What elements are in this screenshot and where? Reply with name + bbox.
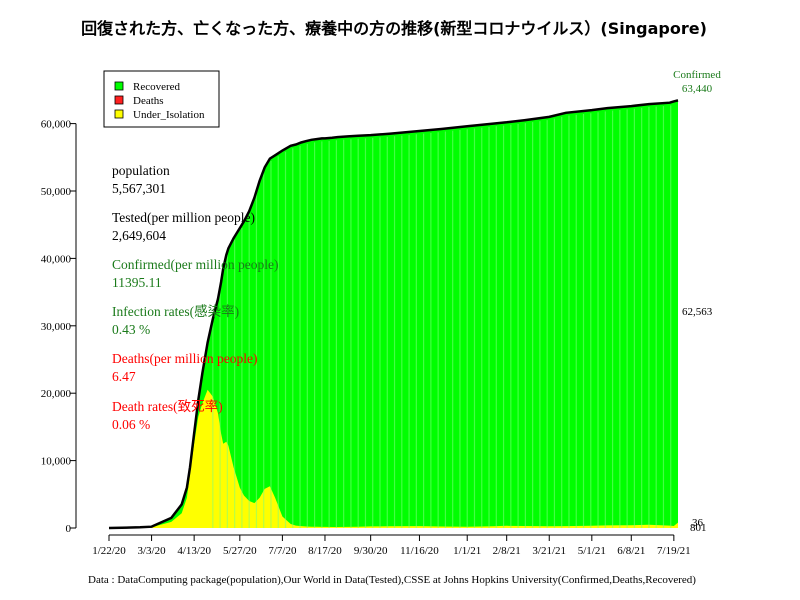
y-tick-label: 60,000 <box>41 119 72 131</box>
legend-swatch-deaths <box>114 95 124 105</box>
y-tick-label: 20,000 <box>41 388 72 400</box>
end-label-confirmed-header: Confirmed <box>673 69 721 81</box>
x-tick-label: 2/8/21 <box>493 545 521 557</box>
stat-label: Infection rates(感染率) <box>112 303 239 319</box>
stat-value: 5,567,301 <box>112 181 166 196</box>
stat-value: 6.47 <box>112 369 136 384</box>
bar-seams <box>212 105 672 528</box>
x-tick-label: 11/16/20 <box>400 545 439 557</box>
x-tick-label: 1/1/21 <box>453 545 481 557</box>
stats-panel: population 5,567,301 Tested(per million pe… <box>112 163 278 432</box>
stat-label: Confirmed(per million people) <box>112 257 278 272</box>
x-tick-label: 7/19/21 <box>657 545 691 557</box>
y-tick-label: 10,000 <box>41 456 72 468</box>
chart-footer-source: Data : DataComputing package(population)… <box>88 574 696 586</box>
x-tick-label: 5/1/21 <box>578 545 606 557</box>
x-tick-label: 3/21/21 <box>532 545 566 557</box>
x-tick-label: 3/3/20 <box>138 545 167 557</box>
y-tick-label: 0 <box>66 523 72 535</box>
stat-value: 2,649,604 <box>112 228 166 243</box>
chart-title: 回復された方、亡くなった方、療養中の方の推移(新型コロナウイルス）(Singap… <box>81 19 707 38</box>
y-tick-label: 40,000 <box>41 253 72 265</box>
x-tick-label: 9/30/20 <box>354 545 388 557</box>
stat-label: Tested(per million people) <box>112 210 255 225</box>
x-tick-label: 4/13/20 <box>177 545 211 557</box>
axes: 0 10,000 20,000 30,000 40,000 50,000 60,000 1/2… <box>41 119 691 557</box>
end-label-confirmed-value: 63,440 <box>682 83 713 95</box>
stat-label: Deaths(per million people) <box>112 351 257 366</box>
x-tick-label: 6/8/21 <box>617 545 645 557</box>
stat-label: Death rates(致死率) <box>112 398 223 414</box>
area-under-isolation <box>109 389 678 528</box>
legend-swatch-recovered <box>114 81 124 91</box>
end-label-deaths: 36 <box>692 517 704 529</box>
legend-label-under-isolation: Under_Isolation <box>133 109 205 121</box>
legend: Recovered Deaths Under_Isolation <box>103 70 220 128</box>
stat-value: 0.06 % <box>112 417 150 432</box>
y-tick-label: 30,000 <box>41 321 72 333</box>
end-label-recovered: 62,563 <box>682 306 713 318</box>
end-label-under-isolation: 801 <box>690 522 707 534</box>
plot-area <box>108 99 679 530</box>
x-tick-label: 7/7/20 <box>268 545 297 557</box>
x-tick-label: 5/27/20 <box>223 545 257 557</box>
line-confirmed <box>108 99 679 530</box>
legend-swatch-under-isolation <box>114 109 124 119</box>
x-tick-label: 1/22/20 <box>92 545 126 557</box>
stat-label: population <box>112 163 170 178</box>
x-tick-label: 8/17/20 <box>308 545 342 557</box>
legend-label-deaths: Deaths <box>133 95 164 107</box>
legend-label-recovered: Recovered <box>133 81 181 93</box>
y-tick-label: 50,000 <box>41 186 72 198</box>
stat-value: 11395.11 <box>112 275 162 290</box>
stat-value: 0.43 % <box>112 322 150 337</box>
